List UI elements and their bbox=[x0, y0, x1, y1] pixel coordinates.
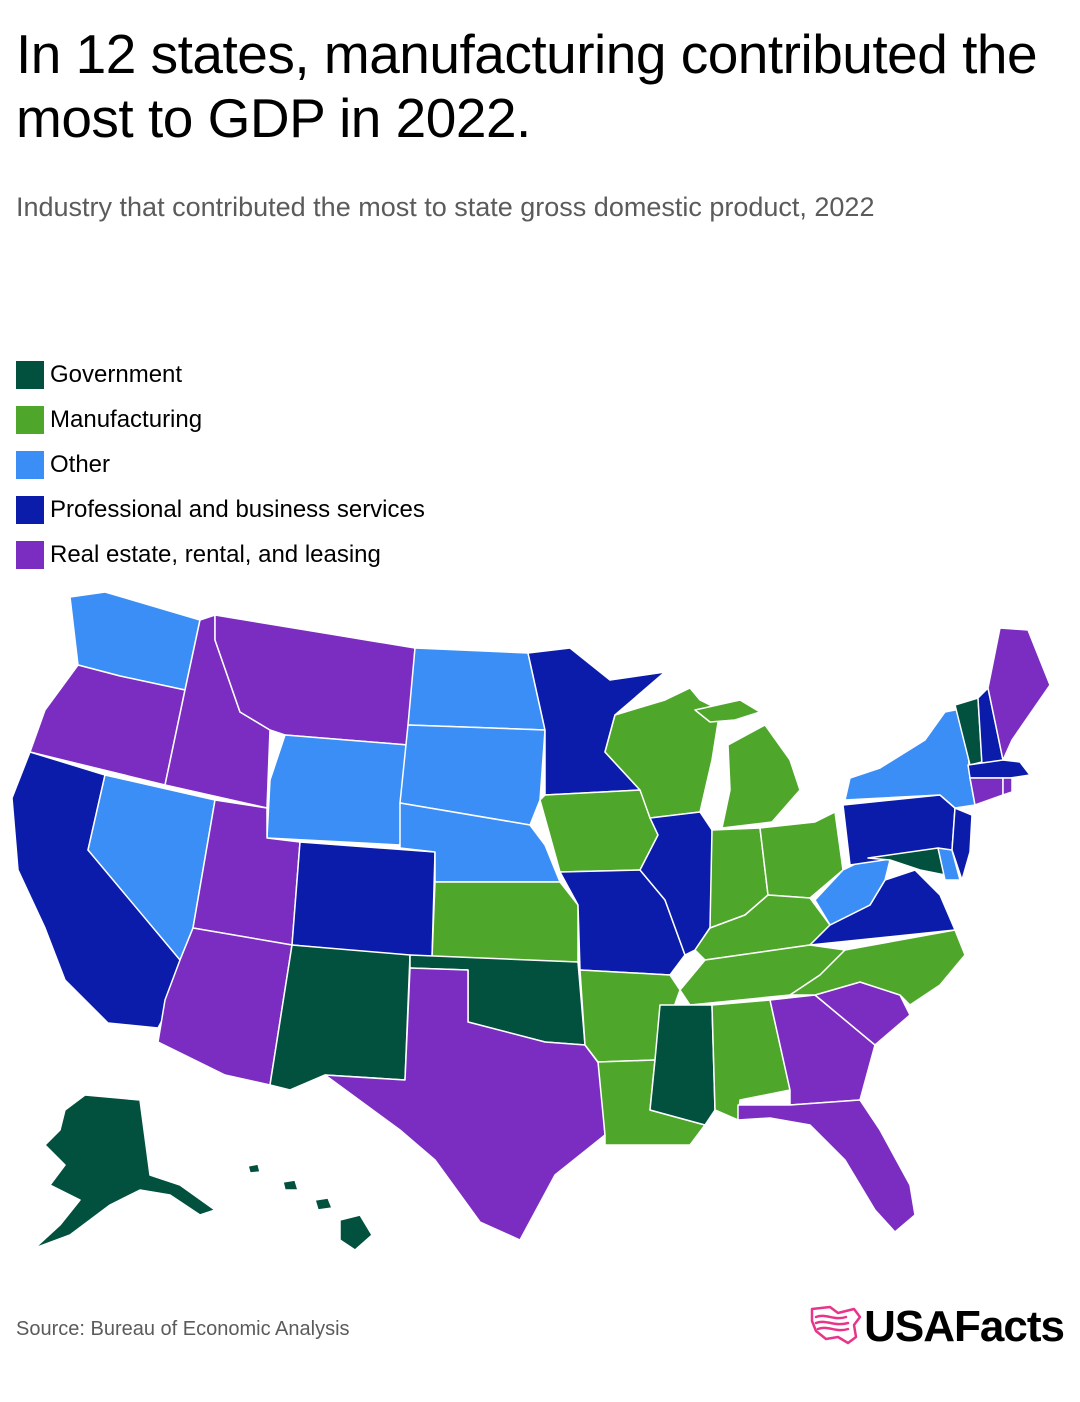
legend-swatch-other bbox=[16, 450, 44, 479]
legend-label-professional: Professional and business services bbox=[50, 495, 425, 523]
legend-item-real-estate: Real estate, rental, and leasing bbox=[16, 532, 425, 577]
chart-title: In 12 states, manufacturing contributed … bbox=[16, 23, 1038, 149]
chart-subtitle: Industry that contributed the most to st… bbox=[16, 192, 875, 222]
state-maryland bbox=[867, 847, 946, 876]
state-iowa bbox=[539, 789, 659, 873]
state-north-dakota bbox=[407, 647, 546, 731]
legend-label-manufacturing: Manufacturing bbox=[50, 405, 203, 433]
legend-swatch-government bbox=[16, 360, 44, 389]
legend-label-real-estate: Real estate, rental, and leasing bbox=[50, 540, 381, 568]
legend-label-government: Government bbox=[50, 360, 183, 388]
legend-swatch-real-estate bbox=[16, 540, 44, 569]
state-mississippi bbox=[649, 1004, 716, 1126]
legend-label-other: Other bbox=[50, 450, 111, 478]
state-west-virginia bbox=[814, 857, 891, 926]
state-texas bbox=[324, 967, 606, 1241]
legend-item-professional: Professional and business services bbox=[16, 487, 425, 532]
legend-item-other: Other bbox=[16, 442, 425, 487]
state-alaska bbox=[34, 1094, 216, 1249]
state-new-mexico bbox=[269, 944, 411, 1091]
legend-swatch-professional bbox=[16, 495, 44, 524]
state-wyoming bbox=[266, 734, 409, 846]
state-south-dakota bbox=[399, 724, 546, 826]
us-states-map bbox=[11, 591, 1051, 1251]
legend-item-manufacturing: Manufacturing bbox=[16, 397, 425, 442]
state-florida bbox=[737, 1099, 916, 1233]
state-michigan bbox=[694, 699, 801, 829]
state-wisconsin bbox=[604, 687, 721, 819]
state-new-york bbox=[844, 707, 976, 809]
brand-name: USAFacts bbox=[864, 1302, 1065, 1351]
source-note: Source: Bureau of Economic Analysis bbox=[16, 1318, 350, 1340]
state-north-carolina bbox=[789, 929, 966, 1006]
state-rhode-island bbox=[1002, 777, 1013, 796]
state-hawaii bbox=[247, 1163, 373, 1251]
legend: Government Manufacturing Other Professio… bbox=[16, 352, 425, 577]
state-kansas bbox=[431, 881, 579, 963]
brand-logo[interactable]: USAFacts bbox=[808, 1302, 1065, 1352]
state-connecticut bbox=[969, 777, 1004, 806]
state-colorado bbox=[291, 841, 436, 959]
usa-flag-map-icon bbox=[808, 1303, 864, 1352]
legend-item-government: Government bbox=[16, 352, 425, 397]
state-illinois bbox=[639, 811, 716, 956]
state-new-jersey bbox=[951, 807, 973, 881]
legend-swatch-manufacturing bbox=[16, 405, 44, 434]
state-delaware bbox=[937, 847, 961, 881]
